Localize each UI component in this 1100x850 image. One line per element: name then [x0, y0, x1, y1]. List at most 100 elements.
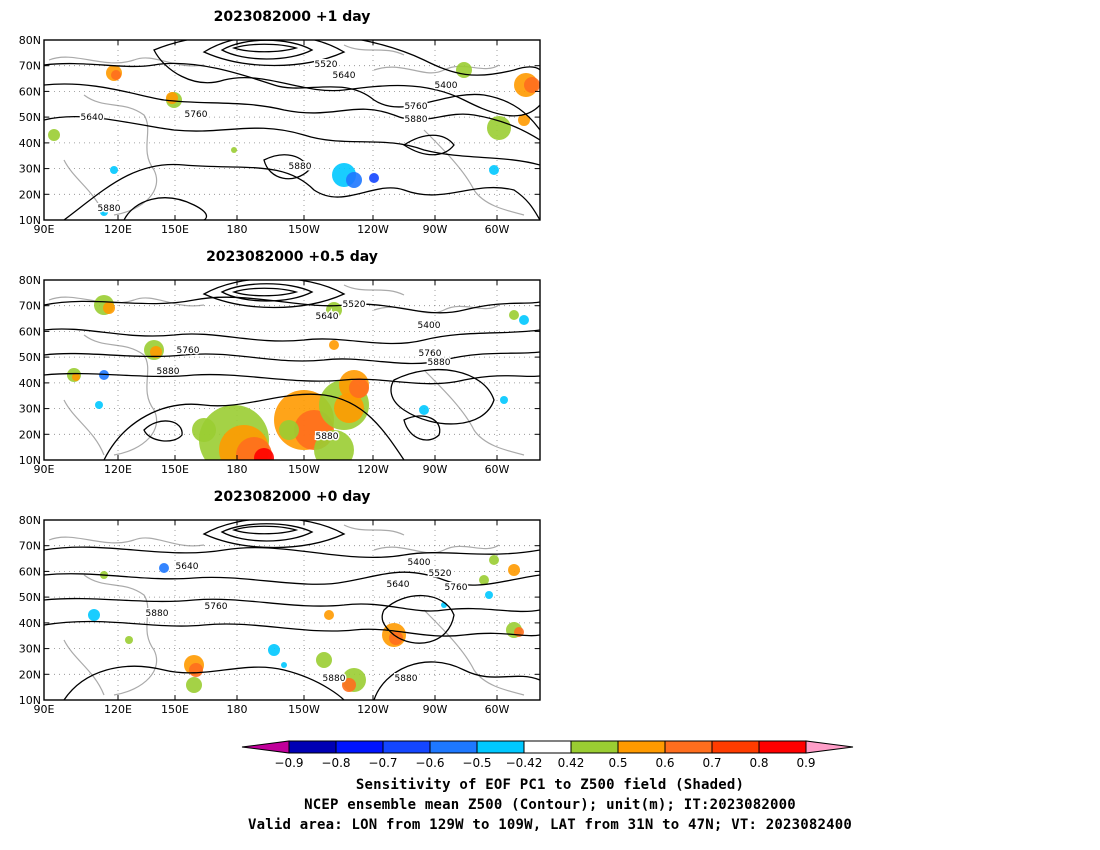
sensitivity-shading — [166, 92, 178, 104]
z500-contour — [103, 393, 405, 460]
sensitivity-shading — [268, 644, 280, 656]
contour-label: 5760 — [445, 583, 468, 593]
sensitivity-shading — [192, 418, 216, 442]
contour-label: 5760 — [419, 349, 442, 359]
sensitivity-shading — [95, 401, 103, 409]
coastline — [48, 284, 525, 456]
longitude-label: 120W — [357, 703, 389, 716]
longitude-label: 90E — [34, 463, 55, 476]
panel-title: 2023082000 +1 day — [214, 9, 371, 25]
latitude-label: 30N — [19, 163, 41, 176]
contour-label: 5520 — [343, 300, 366, 310]
contour-label: 5760 — [205, 602, 228, 612]
longitude-label: 180 — [227, 703, 248, 716]
contour-label: 5880 — [146, 609, 169, 619]
longitude-label: 120W — [357, 463, 389, 476]
sensitivity-shading — [500, 396, 508, 404]
sensitivity-shading — [346, 172, 362, 188]
contour-label: 5400 — [418, 321, 441, 331]
latitude-label: 80N — [19, 34, 41, 47]
latitude-label: 40N — [19, 377, 41, 390]
sensitivity-shading — [186, 677, 202, 693]
z500-contour — [390, 368, 495, 425]
sensitivity-shading — [329, 340, 339, 350]
sensitivity-shading — [279, 420, 299, 440]
z500-contour — [402, 134, 455, 156]
latitude-label: 10N — [19, 214, 41, 227]
map-frame — [43, 519, 541, 701]
colorbar-swatch — [711, 740, 760, 754]
map-frame — [43, 279, 541, 461]
colorbar-swatch — [476, 740, 525, 754]
colorbar-swatch — [429, 740, 478, 754]
latitude-label: 20N — [19, 668, 41, 681]
longitude-label: 150E — [161, 703, 189, 716]
longitude-label: 120E — [104, 703, 132, 716]
sensitivity-shading — [508, 564, 520, 576]
longitude-label: 180 — [227, 223, 248, 236]
z500-contour — [263, 154, 310, 180]
map-frame — [43, 39, 541, 221]
sensitivity-shading — [99, 370, 109, 380]
colorbar-swatch — [335, 740, 384, 754]
sensitivity-shading — [189, 663, 203, 677]
longitude-label: 90E — [34, 703, 55, 716]
sensitivity-shading — [231, 147, 237, 153]
sensitivity-shading — [72, 373, 80, 381]
longitude-label: 60W — [485, 463, 510, 476]
contour-label: 5520 — [315, 60, 338, 70]
sensitivity-shading — [524, 77, 540, 93]
sensitivity-shading — [519, 315, 529, 325]
longitude-label: 90W — [423, 463, 448, 476]
sensitivity-shading — [100, 208, 108, 216]
latitude-label: 50N — [19, 111, 41, 124]
sensitivity-shading — [159, 563, 169, 573]
z500-contour — [44, 351, 540, 365]
longitude-label: 150E — [161, 223, 189, 236]
colorbar-swatch — [382, 740, 431, 754]
colorbar-swatch — [523, 740, 572, 754]
contour-label: 5640 — [387, 580, 410, 590]
coastline — [48, 524, 525, 696]
panel-title: 2023082000 +0.5 day — [206, 249, 378, 265]
z500-contour — [63, 665, 345, 700]
z500-contour — [220, 283, 314, 302]
z500-contour — [231, 525, 299, 535]
sensitivity-shading — [150, 346, 162, 358]
z500-contour — [202, 280, 346, 309]
latitude-label: 60N — [19, 325, 41, 338]
sensitivity-shading — [342, 678, 356, 692]
latitude-label: 70N — [19, 300, 41, 313]
sensitivity-shading — [88, 609, 100, 621]
z500-contour — [123, 197, 208, 220]
sensitivity-shading — [281, 662, 287, 668]
colorbar-swatch — [805, 740, 854, 754]
longitude-label: 150E — [161, 463, 189, 476]
z500-contour — [202, 40, 346, 67]
sensitivity-shading — [324, 610, 334, 620]
contour-label: 5640 — [316, 312, 339, 322]
colorbar-tick-label: 0.8 — [749, 756, 768, 770]
sensitivity-shading — [349, 378, 369, 398]
contour-label: 5880 — [405, 115, 428, 125]
z500-contour — [231, 287, 299, 297]
sensitivity-shading — [489, 555, 499, 565]
contour-label: 5640 — [81, 113, 104, 123]
z500-contour — [231, 43, 299, 53]
contour-label: 5760 — [177, 346, 200, 356]
contour-label: 5880 — [428, 358, 451, 368]
colorbar-swatch — [758, 740, 807, 754]
z500-contour — [403, 415, 441, 441]
latitude-label: 10N — [19, 694, 41, 707]
latitude-label: 20N — [19, 188, 41, 201]
caption-valid-area: Valid area: LON from 129W to 109W, LAT f… — [247, 817, 852, 833]
sensitivity-shading — [48, 129, 60, 141]
z500-contour — [44, 620, 540, 637]
sensitivity-shading — [334, 393, 364, 423]
colorbar: −0.9 −0.8 −0.7 −0.6 −0.5 −0.42 0.42 0.5 0.6 0.7 0.… — [241, 740, 854, 770]
contour-label: 5880 — [395, 674, 418, 684]
contour-label: 5760 — [185, 110, 208, 120]
